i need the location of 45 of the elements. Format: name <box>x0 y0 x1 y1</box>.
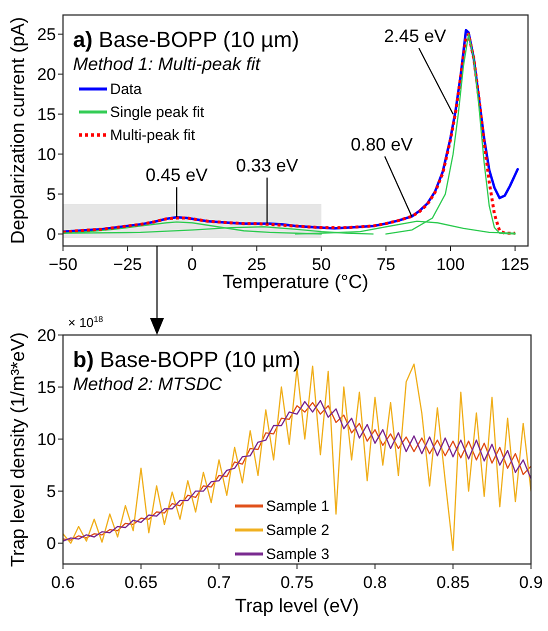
y-tick-label: 15 <box>37 378 56 398</box>
legend-label: Sample 3 <box>266 546 330 563</box>
text: Method 2: MTSDC <box>73 374 224 394</box>
x-tick-label: 125 <box>500 255 530 274</box>
x-tick-label: 0.9 <box>519 573 543 592</box>
legend-label: Sample 2 <box>266 522 330 539</box>
x-tick-label: 100 <box>436 255 465 274</box>
y-tick-label: 5 <box>46 482 56 502</box>
annotation: 0.33 eV <box>236 156 298 176</box>
text: × 10$^{18}$ <box>68 314 104 330</box>
x-tick-label: 50 <box>312 255 331 274</box>
legend-label: Sample 1 <box>266 498 330 515</box>
y-tick-label: 20 <box>37 65 56 84</box>
x-axis-title: Trap level (eV) <box>235 596 359 617</box>
y-tick-label: 5 <box>46 185 56 204</box>
x-tick-label: 75 <box>376 255 396 274</box>
x-tick-label: 0.75 <box>280 573 314 592</box>
y-tick-label: 0 <box>46 225 56 244</box>
text: a) Base-BOPP (10 µm) <box>73 27 300 52</box>
y-axis-title: Trap level density (1/m³*eV) <box>8 332 29 567</box>
text: b) Base-BOPP (10 µm) <box>73 347 300 372</box>
x-tick-label: 25 <box>247 255 266 274</box>
x-tick-label: 0 <box>187 255 197 274</box>
x-axis-title: Temperature (°C) <box>222 272 368 293</box>
y-axis-title: Depolarization current (pA) <box>8 16 29 244</box>
y-tick-label: 20 <box>37 326 56 345</box>
text: Method 1: Multi-peak fit <box>73 54 262 74</box>
x-tick-label: −25 <box>113 255 142 274</box>
x-tick-label: 0.7 <box>207 573 231 592</box>
annotation: 0.80 eV <box>350 134 413 154</box>
y-tick-label: 25 <box>37 25 56 44</box>
x-tick-label: −50 <box>48 255 78 274</box>
x-tick-label: 0.8 <box>363 573 387 592</box>
legend-label: Data <box>110 81 142 98</box>
y-tick-label: 0 <box>46 534 56 554</box>
y-tick-label: 10 <box>37 145 56 164</box>
legend-label: Single peak fit <box>110 104 206 121</box>
annotation: 2.45 eV <box>384 26 446 46</box>
x-tick-label: 0.65 <box>124 573 158 592</box>
annotation: 0.45 eV <box>146 165 208 186</box>
y-tick-label: 10 <box>37 430 56 450</box>
x-tick-label: 0.6 <box>51 573 75 592</box>
y-tick-label: 15 <box>37 105 56 124</box>
x-tick-label: 0.85 <box>436 573 470 592</box>
legend-label: Multi-peak fit <box>110 127 196 144</box>
